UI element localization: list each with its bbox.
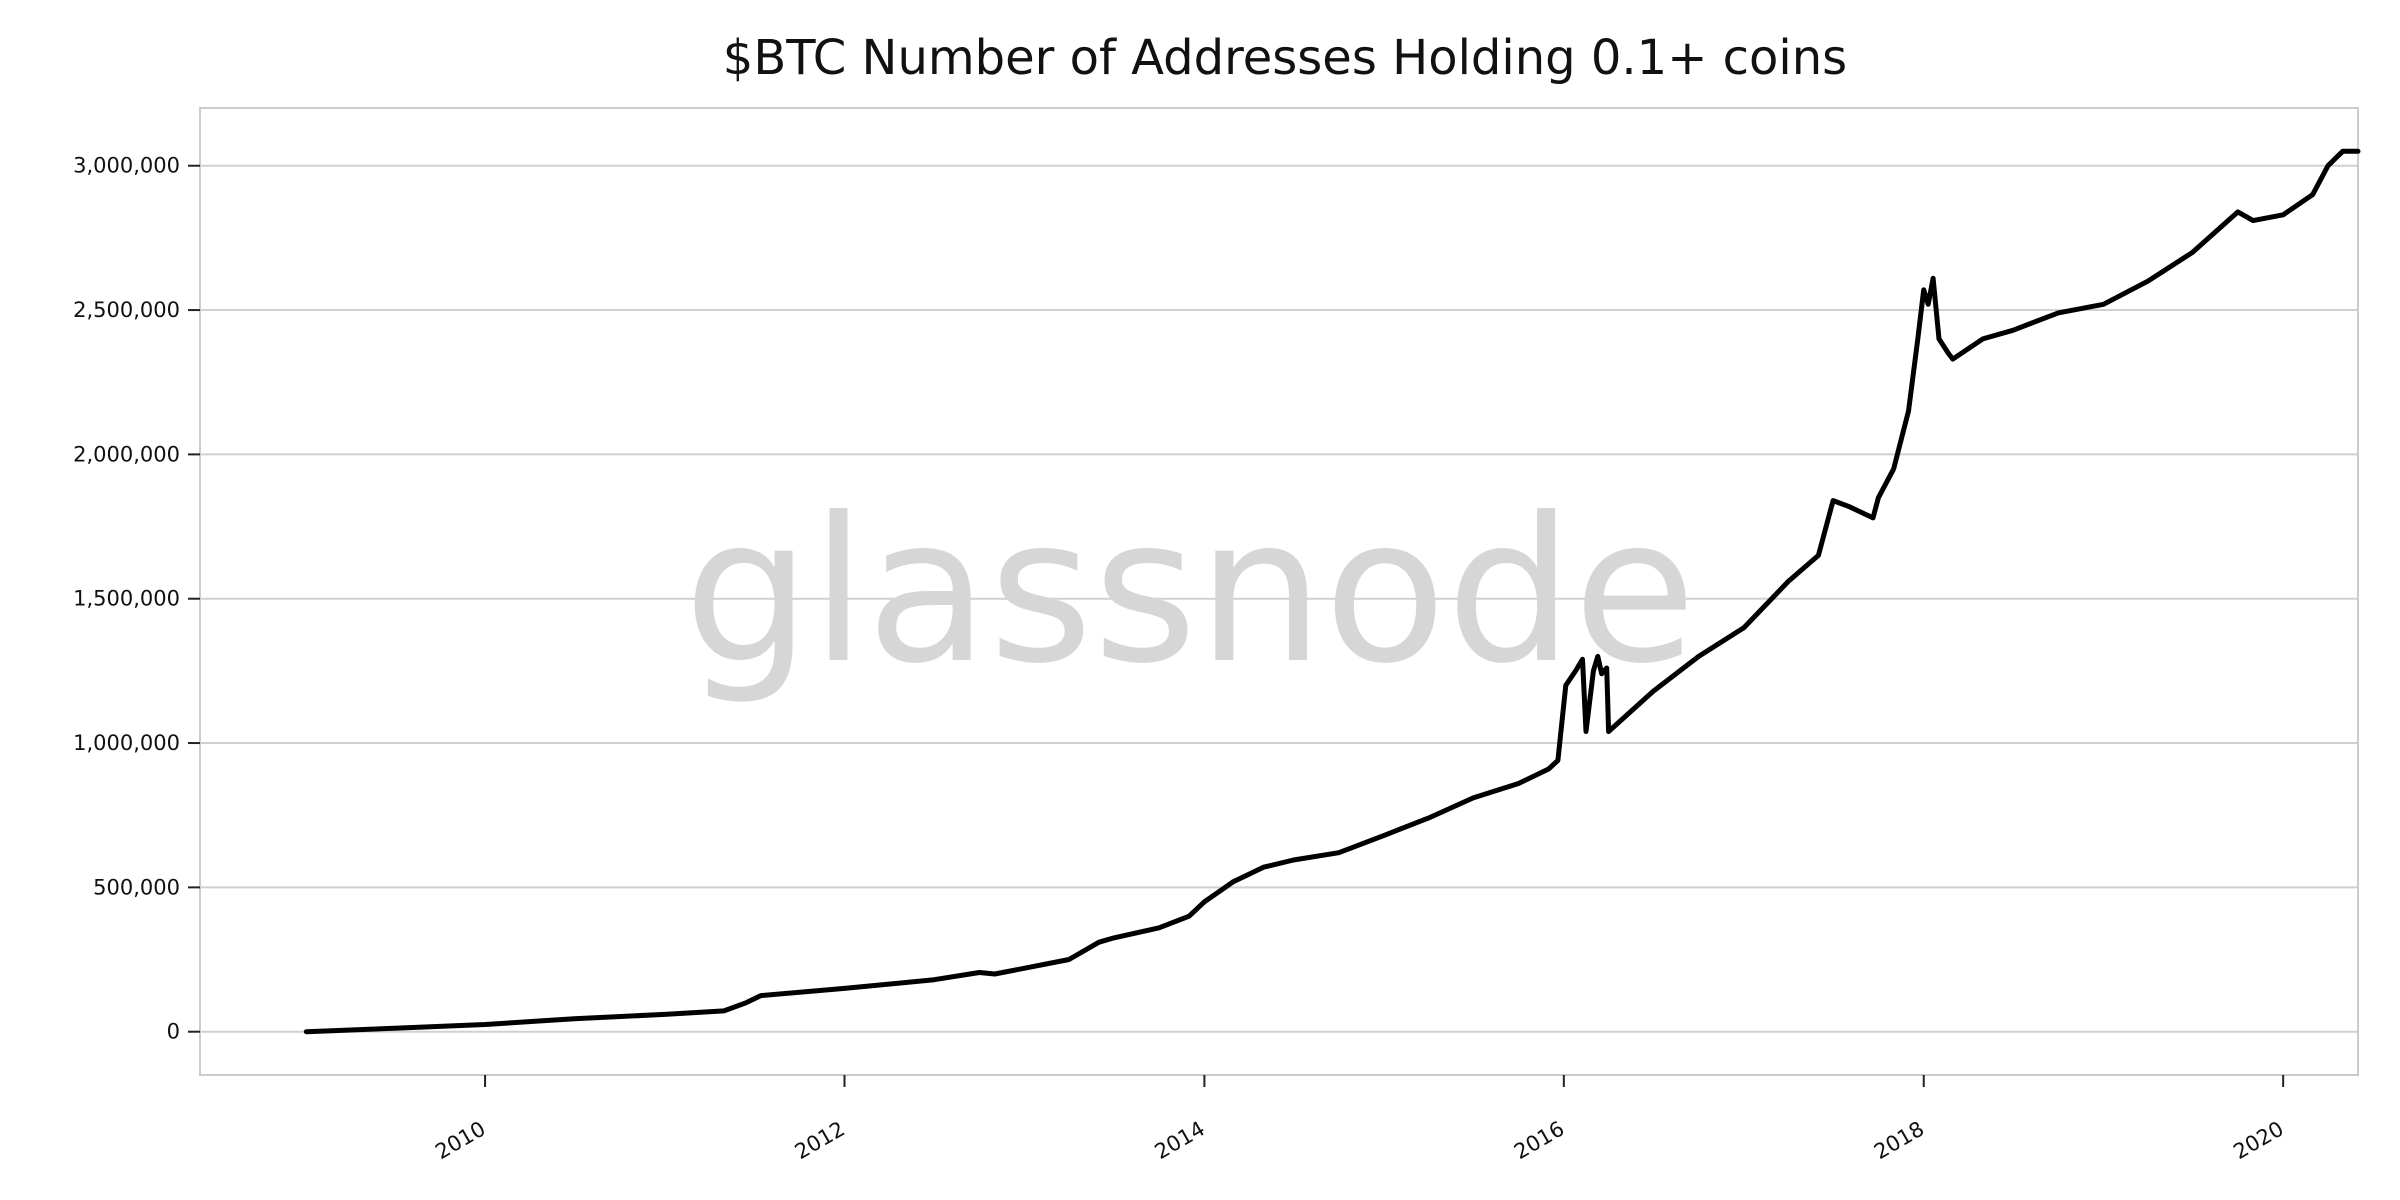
plot-frame [199,107,2359,1076]
x-tick-label: 2012 [791,1117,849,1165]
x-tick-label: 2018 [1870,1117,1928,1165]
watermark: glassnode [684,475,1697,708]
chart-title: $BTC Number of Addresses Holding 0.1+ co… [722,30,1848,86]
y-tick-label: 500,000 [93,875,180,899]
x-tick-label: 2010 [431,1117,489,1165]
y-tick-label: 1,000,000 [73,731,180,755]
y-tick-label: 3,000,000 [73,154,180,178]
y-tick-label: 2,000,000 [73,442,180,466]
y-axis: 0 500,000 1,000,000 1,500,000 2,000,000 2,500… [73,154,200,1044]
y-tick-label: 0 [167,1020,180,1044]
grid-lines [200,164,2358,1033]
x-tick-label: 2016 [1510,1117,1568,1165]
series-line [303,148,2361,1035]
series-layer [303,148,2361,1035]
y-tick-label: 2,500,000 [73,298,180,322]
y-tick-label: 1,500,000 [73,587,180,611]
x-tick-label: 2020 [2229,1117,2287,1165]
x-tick-label: 2014 [1151,1117,1209,1165]
x-axis: 2010 2012 2014 2016 2018 2020 [431,1075,2288,1165]
